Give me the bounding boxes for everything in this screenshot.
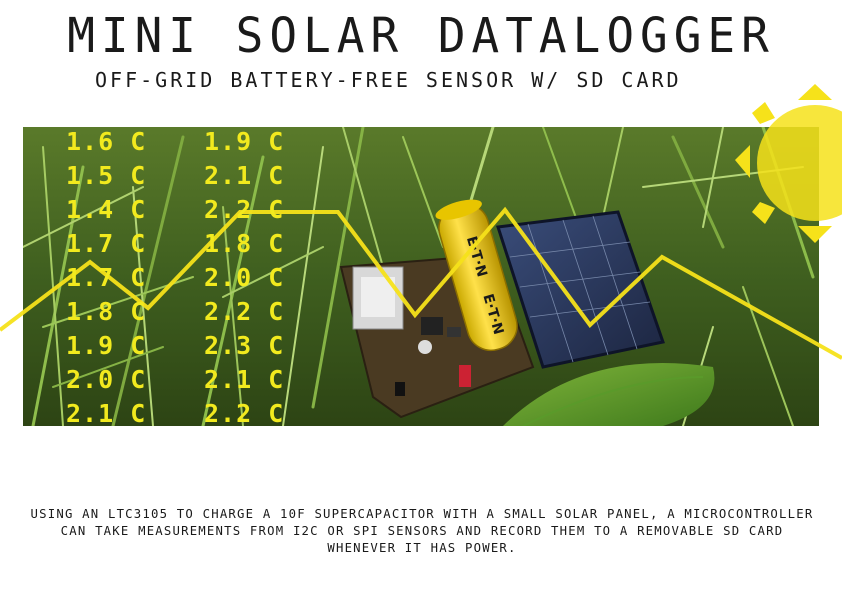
- temp-reading: 1.8 C: [66, 297, 147, 326]
- page-title: MINI SOLAR DATALOGGER: [67, 6, 775, 64]
- description-text: USING AN LTC3105 TO CHARGE A 10F SUPERCA…: [30, 507, 814, 555]
- temp-reading: 1.7 C: [66, 263, 147, 292]
- temp-reading: 1.6 C: [66, 127, 147, 156]
- temp-reading: 1.9 C: [204, 127, 285, 156]
- page-subtitle: OFF-GRID BATTERY-FREE SENSOR W/ SD CARD: [95, 68, 682, 92]
- temp-reading: 2.2 C: [204, 399, 285, 428]
- temp-reading: 2.0 C: [66, 365, 147, 394]
- temp-reading: 1.4 C: [66, 195, 147, 224]
- temp-reading: 2.1 C: [204, 365, 285, 394]
- temp-reading: 2.1 C: [204, 161, 285, 190]
- temp-reading: 1.7 C: [66, 229, 147, 258]
- temp-reading: 2.2 C: [204, 297, 285, 326]
- temp-reading: 1.8 C: [204, 229, 285, 258]
- temp-reading: 2.2 C: [204, 195, 285, 224]
- temp-reading: 1.5 C: [66, 161, 147, 190]
- temp-reading: 2.3 C: [204, 331, 285, 360]
- temp-reading: 2.0 C: [204, 263, 285, 292]
- temp-reading: 1.9 C: [66, 331, 147, 360]
- temp-reading: 2.1 C: [66, 399, 147, 428]
